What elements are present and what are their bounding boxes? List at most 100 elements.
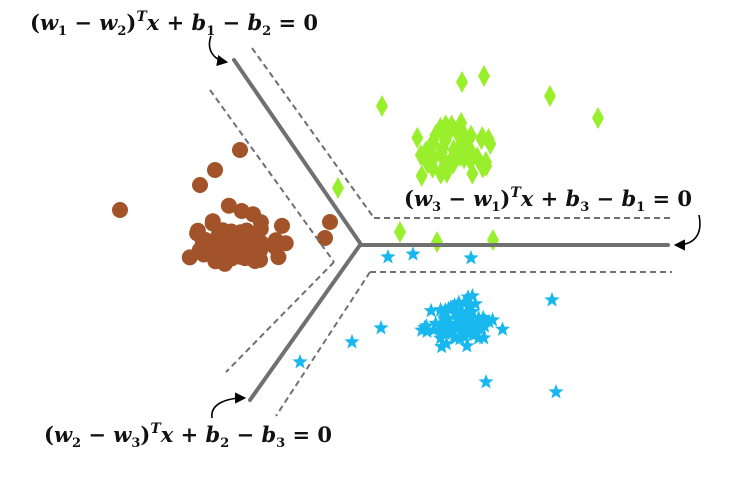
blue-point [405, 246, 421, 261]
brown-point [233, 203, 250, 219]
decision-boundaries [232, 58, 670, 402]
green-point [332, 177, 344, 199]
blue-point [458, 303, 475, 319]
blue-point [419, 323, 435, 338]
green-point [411, 126, 424, 149]
green-point [478, 65, 490, 87]
green-point [455, 111, 468, 134]
blue-point [428, 315, 444, 330]
margin-line-23-inner [225, 261, 335, 373]
blue-point [445, 322, 461, 337]
equation-arrows [208, 35, 701, 419]
blue-point [463, 319, 480, 334]
brown-point [192, 177, 208, 193]
blue-point [476, 330, 492, 345]
green-point [449, 147, 462, 170]
green-point [434, 162, 447, 185]
class-brown-points [112, 142, 338, 272]
class-green-points [332, 65, 604, 253]
brown-point [207, 162, 223, 178]
brown-point [220, 197, 237, 214]
blue-point [494, 321, 511, 336]
blue-point [478, 374, 494, 389]
margin-lines [209, 47, 672, 417]
blue-point [447, 305, 463, 321]
blue-point [380, 249, 396, 264]
blue-point [438, 335, 454, 351]
blue-point [476, 315, 492, 331]
blue-point [436, 310, 452, 325]
brown-point [112, 202, 128, 218]
blue-point [471, 309, 487, 325]
blue-point [465, 327, 481, 342]
equation-boundary-31: (w3 − w1)Tx + b3 − b1 = 0 [404, 185, 692, 215]
green-point [487, 229, 499, 251]
blue-point [447, 328, 463, 343]
blue-point [418, 318, 434, 333]
blue-point [434, 338, 450, 354]
green-point [464, 149, 477, 172]
green-point [479, 151, 492, 174]
blue-point [448, 316, 464, 332]
blue-point [459, 338, 475, 353]
green-point [484, 133, 497, 156]
blue-point [463, 250, 479, 265]
brown-point [274, 217, 290, 234]
blue-point [548, 384, 564, 399]
blue-point [414, 322, 430, 337]
brown-point [267, 232, 284, 249]
boundary-12 [232, 58, 362, 245]
margin-line-12-outer [251, 47, 375, 219]
arrow-eq23 [211, 392, 247, 419]
blue-point [292, 354, 308, 369]
equation-boundary-12: (w1 − w2)Tx + b1 − b2 = 0 [30, 9, 318, 39]
green-point [414, 144, 427, 167]
green-point [475, 128, 488, 151]
blue-point [463, 310, 479, 325]
blue-point [440, 311, 456, 327]
brown-point [195, 246, 212, 263]
green-point [544, 85, 556, 107]
brown-point [322, 214, 338, 230]
green-point [427, 133, 440, 156]
green-point [460, 130, 473, 153]
brown-point [207, 252, 224, 269]
brown-point [232, 142, 248, 158]
green-point [456, 71, 468, 93]
margin-line-12-inner [209, 89, 335, 263]
arrow-eq31 [673, 214, 701, 251]
blue-point [460, 289, 476, 304]
blue-point [423, 302, 439, 318]
blue-point [457, 313, 473, 328]
blue-point [437, 302, 453, 317]
blue-point [456, 295, 472, 310]
blue-point [458, 319, 474, 334]
blue-point [432, 330, 449, 345]
blue-point [344, 334, 360, 349]
blue-point [373, 320, 389, 335]
equation-boundary-23: (w2 − w3)Tx + b2 − b3 = 0 [44, 421, 332, 451]
blue-point [426, 322, 442, 337]
green-point [445, 114, 458, 137]
blue-point [484, 312, 501, 327]
green-point [394, 221, 406, 243]
brown-point [228, 241, 245, 258]
green-point [431, 231, 443, 253]
class-blue-points [292, 246, 564, 399]
green-point [451, 121, 464, 144]
brown-point [270, 249, 287, 266]
blue-point [447, 297, 463, 312]
brown-point [317, 230, 333, 246]
blue-point [467, 295, 483, 311]
arrow-eq12 [208, 35, 229, 67]
blue-point [468, 317, 484, 332]
blue-point [461, 299, 478, 314]
brown-point [247, 234, 264, 251]
brown-point [214, 222, 231, 239]
green-point [415, 164, 428, 187]
blue-point [544, 292, 560, 307]
margin-line-23-outer [275, 271, 371, 417]
blue-point [444, 300, 461, 315]
green-point [592, 107, 604, 129]
